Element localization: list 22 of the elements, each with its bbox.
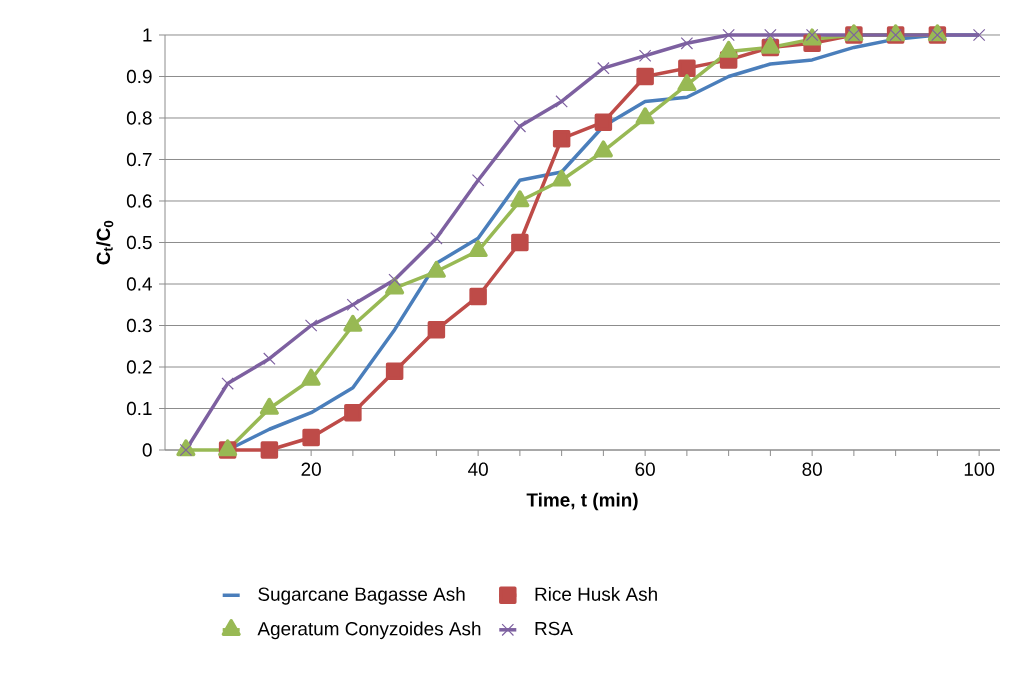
y-tick-label: 0.1 xyxy=(126,401,152,416)
y-tick-label: 0.9 xyxy=(126,69,152,84)
y-tick-label: 1 xyxy=(143,28,152,42)
y-tick-label: 0.3 xyxy=(126,318,152,333)
legend-label: Ageratum Conyzoides Ash xyxy=(257,621,481,640)
y-tick-label: 0.4 xyxy=(126,277,152,291)
x-tick-label: 100 xyxy=(964,462,995,476)
x-tick-label: 80 xyxy=(802,462,822,476)
x-tick-label: 20 xyxy=(301,462,321,476)
y-tick-label: 0.5 xyxy=(126,235,152,250)
y-tick-label: 0.6 xyxy=(126,194,152,208)
y-tick-label: 0 xyxy=(142,443,152,457)
legend-label: RSA xyxy=(535,621,573,636)
legend-label: Sugarcane Bagasse Ash xyxy=(258,586,465,605)
y-tick-label: 0.7 xyxy=(126,152,152,167)
y-tick-label: 0.2 xyxy=(126,360,152,374)
x-tick-label: 40 xyxy=(468,462,488,476)
y-axis-title: C$_{t}$/C$_{0}$ xyxy=(96,220,114,265)
x-axis-title: Time, t (min) xyxy=(526,492,638,511)
legend-label: Rice Husk Ash xyxy=(535,586,657,601)
x-tick-label: 60 xyxy=(635,462,655,476)
y-tick-label: 0.8 xyxy=(126,111,152,125)
